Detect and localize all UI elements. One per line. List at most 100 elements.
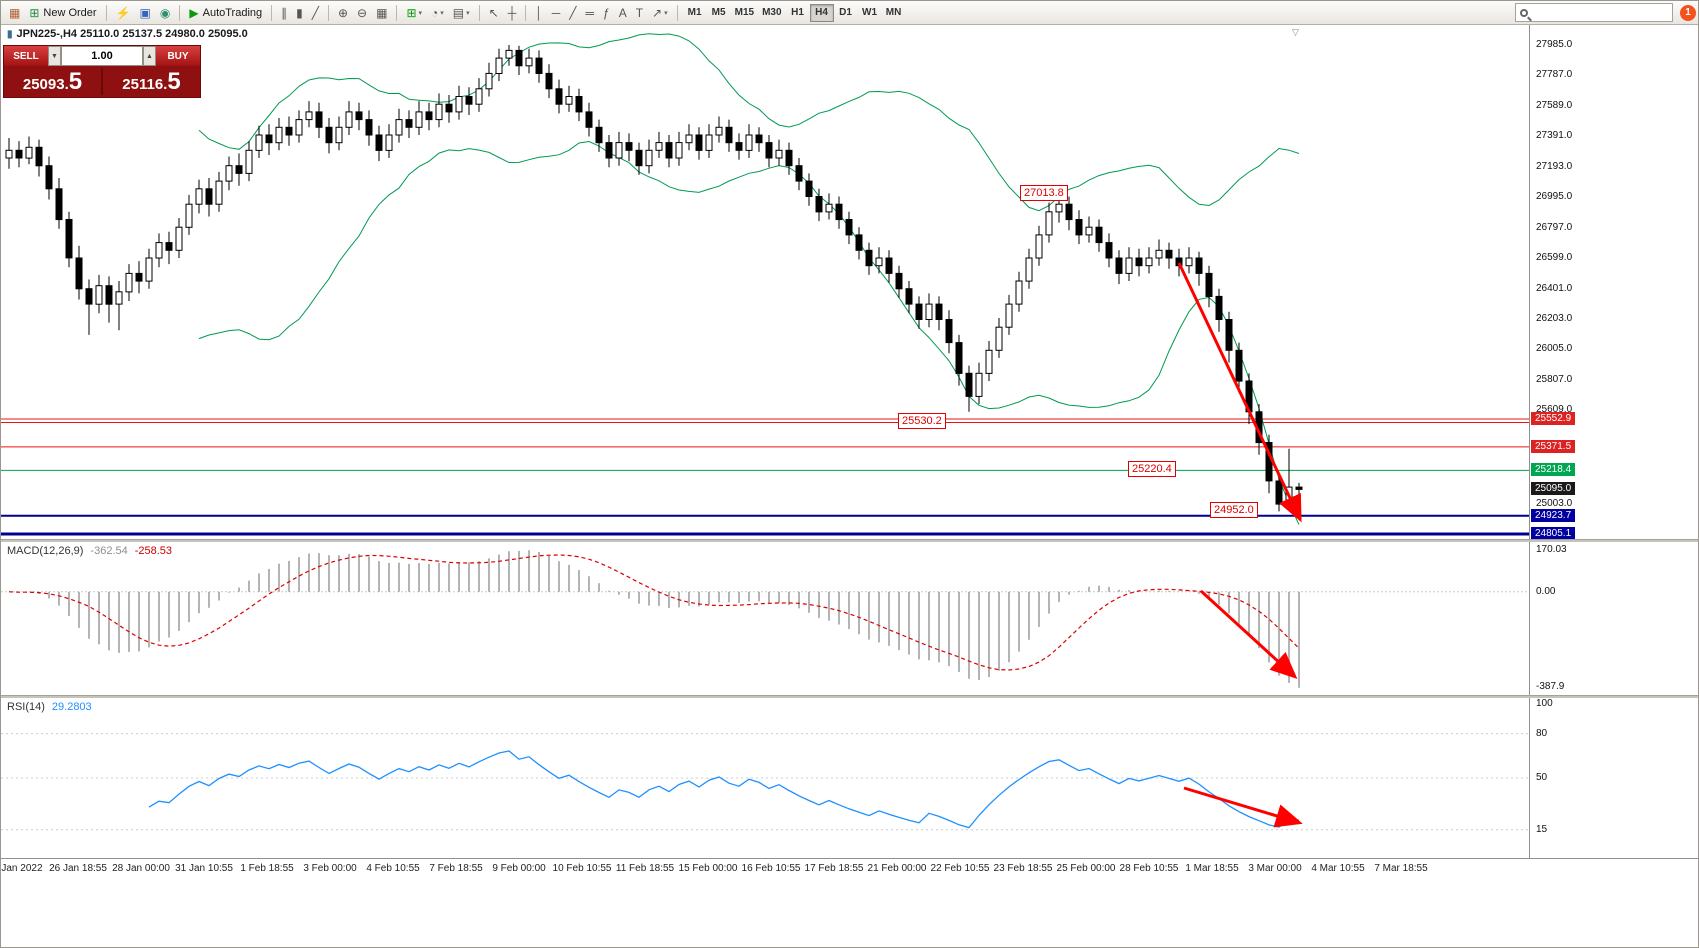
text-icon: A — [618, 5, 627, 20]
zoom-out-icon: ⊖ — [357, 5, 368, 20]
tile-windows-button[interactable]: ▦ — [372, 3, 391, 23]
zoom-in-icon: ⊕ — [337, 5, 349, 20]
price-axis-label: 25003.0 — [1536, 497, 1573, 509]
macd-panel[interactable]: 170.03 0.00 -387.9 MACD(12,26,9) -362.54 -25… — [1, 542, 1698, 695]
search-icon — [1520, 8, 1528, 17]
candlestick-chart-button[interactable]: ▮ — [292, 3, 307, 23]
price-chart-canvas[interactable] — [1, 25, 1529, 539]
trendline-button[interactable]: ╱ — [565, 3, 580, 23]
chart-symbol: JPN225-,H4 — [16, 28, 78, 40]
lot-size-input[interactable] — [61, 46, 143, 66]
new-chart-button[interactable]: ⊞ ▾ — [402, 3, 426, 23]
timeframe-mn-button[interactable]: MN — [885, 7, 902, 18]
panel-splitter[interactable] — [1, 695, 1698, 698]
price-chart-panel[interactable]: 27985.0 27787.0 27589.0 27391.0 27193.0 26995… — [1, 25, 1698, 540]
equidistant-channel-icon: ═ — [585, 5, 594, 20]
new-order-label: New Order — [43, 6, 97, 19]
chart-shift-marker[interactable]: ▽ — [1292, 27, 1299, 37]
time-axis-label: 25 Feb 00:00 — [1056, 863, 1116, 874]
toolbar-separator — [271, 4, 273, 21]
macd-axis-label: 170.03 — [1536, 544, 1567, 555]
scripts-button[interactable]: ▣ — [136, 3, 155, 23]
line-chart-button[interactable]: ╱ — [308, 3, 323, 23]
arrows-button[interactable]: ↗ ▾ — [648, 3, 672, 23]
trendline-icon: ╱ — [569, 5, 577, 20]
price-tag: 24923.7 — [1531, 508, 1576, 522]
text-button[interactable]: A — [615, 3, 631, 23]
timeframe-m15-button[interactable]: M15 — [734, 7, 755, 18]
timeframe-h4-button[interactable]: H4 — [809, 3, 834, 22]
timeframe-m30-button[interactable]: M30 — [762, 7, 782, 18]
expert-advisors-button[interactable]: ⚡ — [112, 3, 135, 23]
fibonacci-button[interactable]: ƒ — [599, 3, 614, 23]
macd-axis: 170.03 0.00 -387.9 — [1529, 542, 1698, 695]
macd-canvas[interactable] — [1, 542, 1529, 695]
chart-window-button[interactable]: ▦ — [5, 3, 24, 23]
one-click-divider — [101, 68, 103, 95]
new-order-button[interactable]: ⊞ New Order — [25, 3, 100, 23]
notifications-badge[interactable]: 1 — [1680, 4, 1696, 21]
buy-button[interactable]: BUY — [156, 46, 200, 66]
timeframe-m1-button[interactable]: M1 — [687, 7, 702, 18]
price-axis-label: 26995.0 — [1536, 191, 1573, 203]
rsi-axis: 100 80 50 15 — [1529, 698, 1698, 858]
lot-decrease-button[interactable]: ▼ — [48, 46, 61, 66]
toolbar-separator — [327, 4, 329, 21]
chart-symbol-icon: ▮ — [7, 29, 13, 40]
price-tag: 25095.0 — [1531, 482, 1576, 496]
search-input[interactable] — [1533, 5, 1668, 20]
toolbar-separator — [396, 4, 398, 21]
timeframe-d1-button[interactable]: D1 — [839, 7, 852, 18]
rsi-name: RSI(14) — [7, 701, 45, 713]
timeframe-h1-button[interactable]: H1 — [791, 7, 804, 18]
sell-price[interactable]: 25093. 5 — [4, 67, 101, 95]
chevron-down-icon: ▾ — [440, 9, 444, 17]
price-annotation-label: 25530.2 — [898, 413, 946, 430]
templates-button[interactable]: ▤ ▾ — [449, 3, 474, 23]
chart-window-icon: ▦ — [9, 5, 21, 20]
profiles-button[interactable]: ◔ ▾ — [427, 3, 448, 23]
rsi-panel[interactable]: 100 80 50 15 RSI(14) 29.2803 — [1, 698, 1698, 858]
bar-chart-button[interactable]: ∥ — [277, 3, 291, 23]
zoom-in-button[interactable]: ⊕ — [334, 3, 352, 23]
buy-price[interactable]: 25116. 5 — [103, 69, 200, 93]
time-axis-label: 1 Mar 18:55 — [1185, 863, 1239, 874]
toolbar-separator — [525, 4, 527, 21]
price-axis-label: 26797.0 — [1536, 221, 1573, 233]
time-axis-label: 7 Feb 18:55 — [429, 863, 483, 874]
time-axis-label: 10 Feb 10:55 — [552, 863, 612, 874]
time-axis-label: 11 Feb 18:55 — [615, 863, 675, 874]
crosshair-button[interactable]: ┼ — [504, 3, 521, 23]
buy-price-main: 25116. — [122, 75, 168, 93]
vertical-line-button[interactable]: │ — [531, 3, 547, 23]
time-axis-label: 22 Feb 10:55 — [930, 863, 990, 874]
sell-price-big-digit: 5 — [68, 67, 83, 95]
marketplace-button[interactable]: ◉ — [156, 3, 174, 23]
horizontal-line-button[interactable]: ─ — [548, 3, 565, 23]
time-axis-label: 26 Jan 2022 — [1, 863, 43, 874]
time-axis-label: 9 Feb 00:00 — [492, 863, 546, 874]
timeframe-m5-button[interactable]: M5 — [711, 7, 726, 18]
timeframe-group: M1 M5 M15 M30 H1 H4 D1 W1 MN — [683, 3, 906, 22]
time-axis-label: 7 Mar 18:55 — [1374, 863, 1428, 874]
rsi-canvas[interactable] — [1, 698, 1529, 858]
price-axis-label: 27985.0 — [1536, 39, 1573, 50]
timeframe-w1-button[interactable]: W1 — [862, 7, 878, 18]
zoom-out-button[interactable]: ⊖ — [353, 3, 371, 23]
toolbar: ▦ ⊞ New Order ⚡ ▣ ◉ ▶ AutoTrading ∥ ▮ ╱ ⊕ ⊖ ▦ ⊞ ▾ ◔ ▾ ▤ ▾ ↖ ┼… — [1, 1, 1698, 25]
time-axis-label: 28 Jan 00:00 — [112, 863, 170, 874]
equidistant-channel-button[interactable]: ═ — [581, 3, 598, 23]
rsi-title: RSI(14) 29.2803 — [7, 701, 92, 713]
arrows-icon: ↗ — [652, 5, 663, 20]
sell-button[interactable]: SELL — [4, 46, 48, 66]
time-axis-label: 4 Feb 10:55 — [366, 863, 420, 874]
macd-main-value: -362.54 — [90, 545, 128, 557]
price-axis[interactable]: 27985.0 27787.0 27589.0 27391.0 27193.0 26995… — [1529, 25, 1698, 540]
lot-increase-button[interactable]: ▲ — [143, 46, 156, 66]
time-axis[interactable]: 26 Jan 2022 26 Jan 18:55 28 Jan 00:00 31 Ja… — [1, 858, 1698, 878]
autotrading-button[interactable]: ▶ AutoTrading — [185, 3, 266, 23]
text-label-button[interactable]: T — [632, 3, 647, 23]
panel-splitter[interactable] — [1, 539, 1698, 542]
cursor-button[interactable]: ↖ — [485, 3, 503, 23]
time-axis-label: 15 Feb 00:00 — [678, 863, 738, 874]
